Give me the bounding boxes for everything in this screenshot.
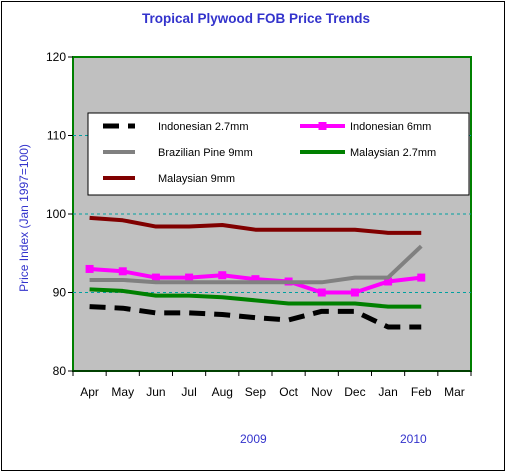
legend-box — [87, 112, 470, 196]
series-line-indonesian-2-7mm — [89, 304, 422, 330]
y-tick-label-100: 100 — [46, 207, 66, 221]
series-point-indonesian-6mm-1 — [118, 267, 127, 276]
legend-label-indonesian-2-7mm: Indonesian 2.7mm — [158, 121, 249, 133]
series-point-indonesian-6mm-0 — [85, 264, 94, 273]
x-tick-label-aug: Aug — [212, 385, 233, 399]
series-point-indonesian-6mm-4 — [218, 271, 227, 280]
series-lines — [85, 215, 426, 330]
x-tick-label-may: May — [111, 385, 134, 399]
x-tick-label-jul: Jul — [181, 385, 196, 399]
x-tick-label-jan: Jan — [378, 385, 397, 399]
x-tick-label-dec: Dec — [344, 385, 365, 399]
series-point-indonesian-6mm-5 — [251, 275, 260, 284]
y-axis-label: Price Index (Jan 1997=100) — [17, 144, 31, 292]
x-axis-ticks: Apr May Jun Jul Aug Sep Oct Nov Dec Jan Feb Mar — [72, 370, 472, 399]
x-year-label-2010: 2010 — [400, 432, 427, 446]
x-tick-label-sep: Sep — [245, 385, 267, 399]
y-axis-ticks: 80 90 100 110 120 — [46, 50, 73, 378]
series-line-malaysian-2-7mm — [89, 287, 422, 309]
series-point-indonesian-6mm-3 — [185, 273, 194, 282]
series-point-indonesian-6mm-9 — [384, 277, 393, 286]
legend-label-brazilian-pine-9mm: Brazilian Pine 9mm — [158, 147, 253, 159]
legend-label-malaysian-2-7mm: Malaysian 2.7mm — [350, 147, 436, 159]
x-tick-label-mar: Mar — [444, 385, 465, 399]
series-point-indonesian-6mm-10 — [417, 273, 426, 282]
legend-label-indonesian-6mm: Indonesian 6mm — [350, 121, 431, 133]
x-tick-label-feb: Feb — [411, 385, 432, 399]
legend: Indonesian 2.7mm Indonesian 6mm Brazilian … — [87, 112, 470, 196]
legend-marker-indonesian-6mm — [318, 122, 327, 130]
series-point-indonesian-6mm-8 — [350, 288, 359, 297]
x-tick-label-apr: Apr — [80, 385, 99, 399]
x-tick-label-oct: Oct — [279, 385, 298, 399]
y-tick-label-120: 120 — [46, 50, 66, 64]
legend-label-malaysian-9mm: Malaysian 9mm — [158, 173, 235, 185]
series-point-indonesian-6mm-2 — [151, 273, 160, 282]
y-tick-label-90: 90 — [53, 286, 67, 300]
chart-title: Tropical Plywood FOB Price Trends — [142, 11, 370, 26]
x-tick-label-nov: Nov — [311, 385, 332, 399]
y-tick-label-80: 80 — [53, 364, 67, 378]
series-point-indonesian-6mm-7 — [317, 288, 326, 297]
x-tick-label-jun: Jun — [146, 385, 165, 399]
x-year-label-2009: 2009 — [240, 432, 267, 446]
series-line-brazilian-pine-9mm — [89, 244, 423, 285]
series-line-malaysian-9mm — [89, 215, 422, 235]
y-tick-label-110: 110 — [47, 129, 66, 143]
